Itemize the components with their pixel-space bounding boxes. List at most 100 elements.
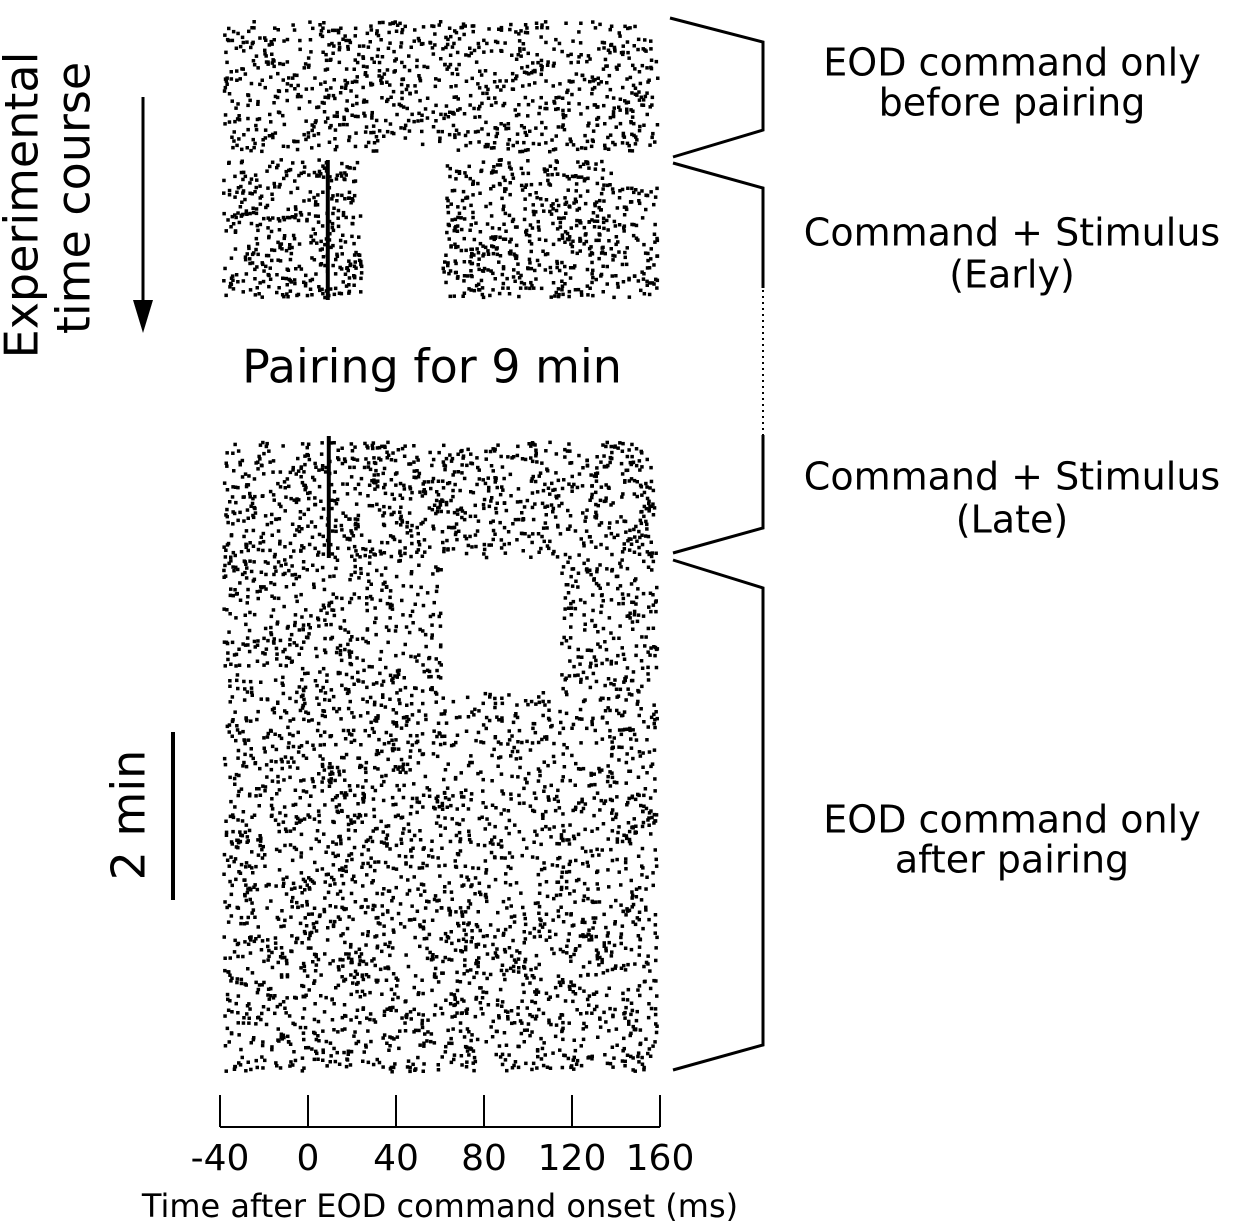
spike (301, 687, 306, 692)
spike (391, 89, 396, 94)
spike (521, 84, 525, 88)
spike (225, 37, 230, 42)
spike (572, 201, 576, 205)
spike (299, 267, 304, 271)
spike (484, 990, 489, 995)
spike (406, 878, 410, 882)
spike (300, 891, 304, 895)
spike (240, 159, 244, 163)
spike (352, 845, 357, 850)
spike (225, 60, 229, 65)
spike (651, 593, 655, 597)
spike (278, 61, 282, 66)
spike (313, 76, 317, 80)
spike (327, 29, 331, 34)
spike (651, 871, 655, 875)
spike (528, 193, 532, 197)
spike (555, 172, 560, 176)
spike (476, 519, 481, 523)
spike (328, 772, 332, 776)
spike (334, 177, 339, 181)
spike (583, 146, 588, 151)
spike (231, 145, 235, 150)
spike (560, 571, 564, 575)
spike (266, 186, 270, 190)
spike (584, 849, 588, 854)
spike (424, 717, 428, 722)
spike (246, 116, 250, 121)
spike (577, 87, 582, 91)
spike (430, 463, 434, 468)
spike (341, 881, 346, 886)
spike (256, 102, 260, 106)
spike (350, 675, 354, 680)
spike (261, 494, 265, 498)
spike (621, 997, 625, 1002)
spike (603, 251, 607, 256)
spike (607, 214, 611, 218)
spike (231, 550, 236, 555)
spike (295, 599, 299, 604)
spike (518, 1019, 523, 1023)
spike (319, 515, 324, 520)
spike (251, 515, 256, 520)
spike (455, 852, 460, 856)
spike (321, 1050, 325, 1055)
spike (506, 126, 511, 131)
spike (546, 173, 550, 177)
spike (302, 165, 307, 169)
spike (473, 130, 478, 134)
spike (553, 147, 558, 151)
spike (391, 768, 396, 772)
spike (225, 464, 229, 468)
spike (484, 142, 489, 147)
spike (272, 64, 276, 69)
spike (485, 41, 489, 46)
spike (325, 673, 329, 677)
spike (475, 482, 479, 487)
spike (312, 582, 316, 586)
spike (437, 898, 441, 903)
spike (505, 1068, 509, 1073)
spike (323, 697, 327, 702)
spike (486, 252, 491, 256)
spike (233, 485, 238, 489)
spike (237, 647, 241, 651)
spike (592, 772, 596, 776)
spike (551, 84, 555, 88)
spike (633, 962, 637, 966)
spike (246, 942, 251, 946)
spike (292, 760, 296, 764)
spike (412, 917, 417, 921)
spike (562, 616, 567, 620)
spike (568, 955, 573, 959)
spike (446, 1028, 450, 1033)
spike (580, 73, 585, 78)
spike (491, 519, 495, 523)
spike (334, 529, 338, 534)
spike (447, 881, 451, 885)
spike (542, 167, 547, 171)
spike (625, 752, 629, 756)
spike (585, 676, 589, 680)
spike (225, 514, 229, 519)
spike (408, 864, 413, 869)
spike (380, 588, 384, 592)
spike (323, 80, 327, 84)
spike (538, 882, 542, 887)
spike (357, 576, 361, 580)
spike (467, 981, 472, 985)
spike (428, 545, 432, 549)
spike (645, 66, 649, 70)
spike (522, 941, 526, 945)
spike (461, 937, 466, 941)
spike (637, 529, 641, 534)
spike (640, 216, 645, 220)
spike (453, 1014, 457, 1018)
spike (253, 645, 257, 649)
spike (327, 778, 331, 783)
spike (346, 1049, 351, 1053)
spike (449, 498, 453, 503)
spike (338, 625, 342, 630)
spike (575, 1058, 580, 1063)
